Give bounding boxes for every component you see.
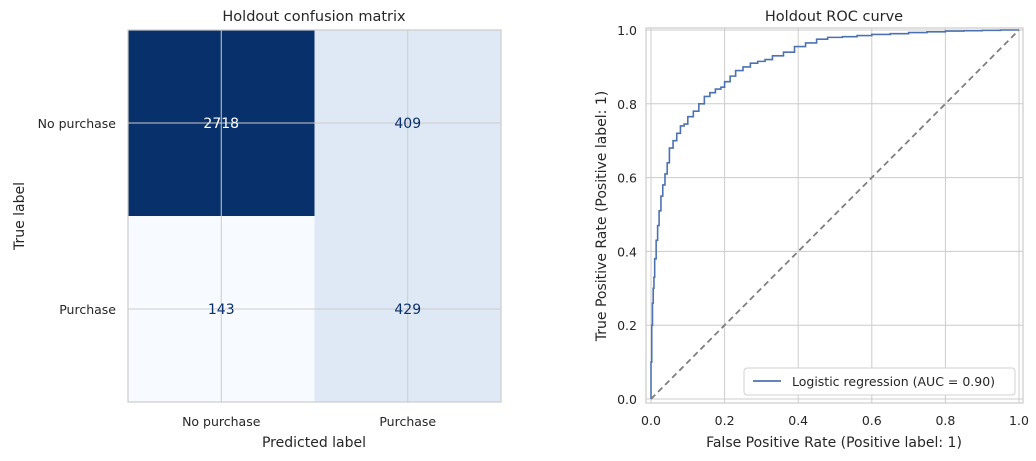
x-tick-label: 0.6 <box>862 413 882 428</box>
legend-box <box>743 367 1016 396</box>
x-tick-label: Purchase <box>379 414 436 429</box>
x-tick-label: 0.2 <box>715 413 735 428</box>
cell-value-label: 143 <box>208 302 235 318</box>
chart-title: Holdout ROC curve <box>765 9 903 25</box>
x-tick-label: 1.0 <box>1009 413 1029 428</box>
x-tick-label: No purchase <box>182 414 261 429</box>
roc-curve-line <box>650 29 1019 399</box>
x-tick-label: 0.4 <box>788 413 808 428</box>
roc-chart: Holdout ROC curve False Positive Rate (P… <box>594 9 1029 451</box>
y-tick-label: 0.6 <box>617 171 637 186</box>
legend: Logistic regression (AUC = 0.90) <box>743 367 1016 396</box>
x-axis-label: Predicted label <box>262 435 366 451</box>
y-tick-label: 0.8 <box>617 97 637 112</box>
chance-line <box>650 29 1020 400</box>
y-axis-label: True Positive Rate (Positive label: 1) <box>594 91 610 342</box>
y-tick-label: 0.0 <box>617 392 637 407</box>
y-tick-label: 0.2 <box>617 318 637 333</box>
plot-frame <box>127 29 502 403</box>
x-axis-label: False Positive Rate (Positive label: 1) <box>706 435 962 451</box>
confusion-matrix: Holdout confusion matrix Predicted label… <box>12 9 502 451</box>
x-tick-label: 0.8 <box>935 413 955 428</box>
y-tick-label: 0.4 <box>617 244 637 259</box>
y-tick-label: No purchase <box>38 116 117 131</box>
y-tick-label: Purchase <box>59 302 116 317</box>
plot-frame <box>645 27 1024 404</box>
x-tick-label: 0.0 <box>641 413 661 428</box>
y-axis-label: True label <box>12 182 28 251</box>
legend-label: Logistic regression (AUC = 0.90) <box>792 374 995 389</box>
chart-title: Holdout confusion matrix <box>222 9 406 25</box>
cell-value-label: 429 <box>394 302 421 318</box>
cell-value-label: 2718 <box>203 116 239 132</box>
cell-value-label: 409 <box>394 116 421 132</box>
y-tick-label: 1.0 <box>617 23 637 38</box>
